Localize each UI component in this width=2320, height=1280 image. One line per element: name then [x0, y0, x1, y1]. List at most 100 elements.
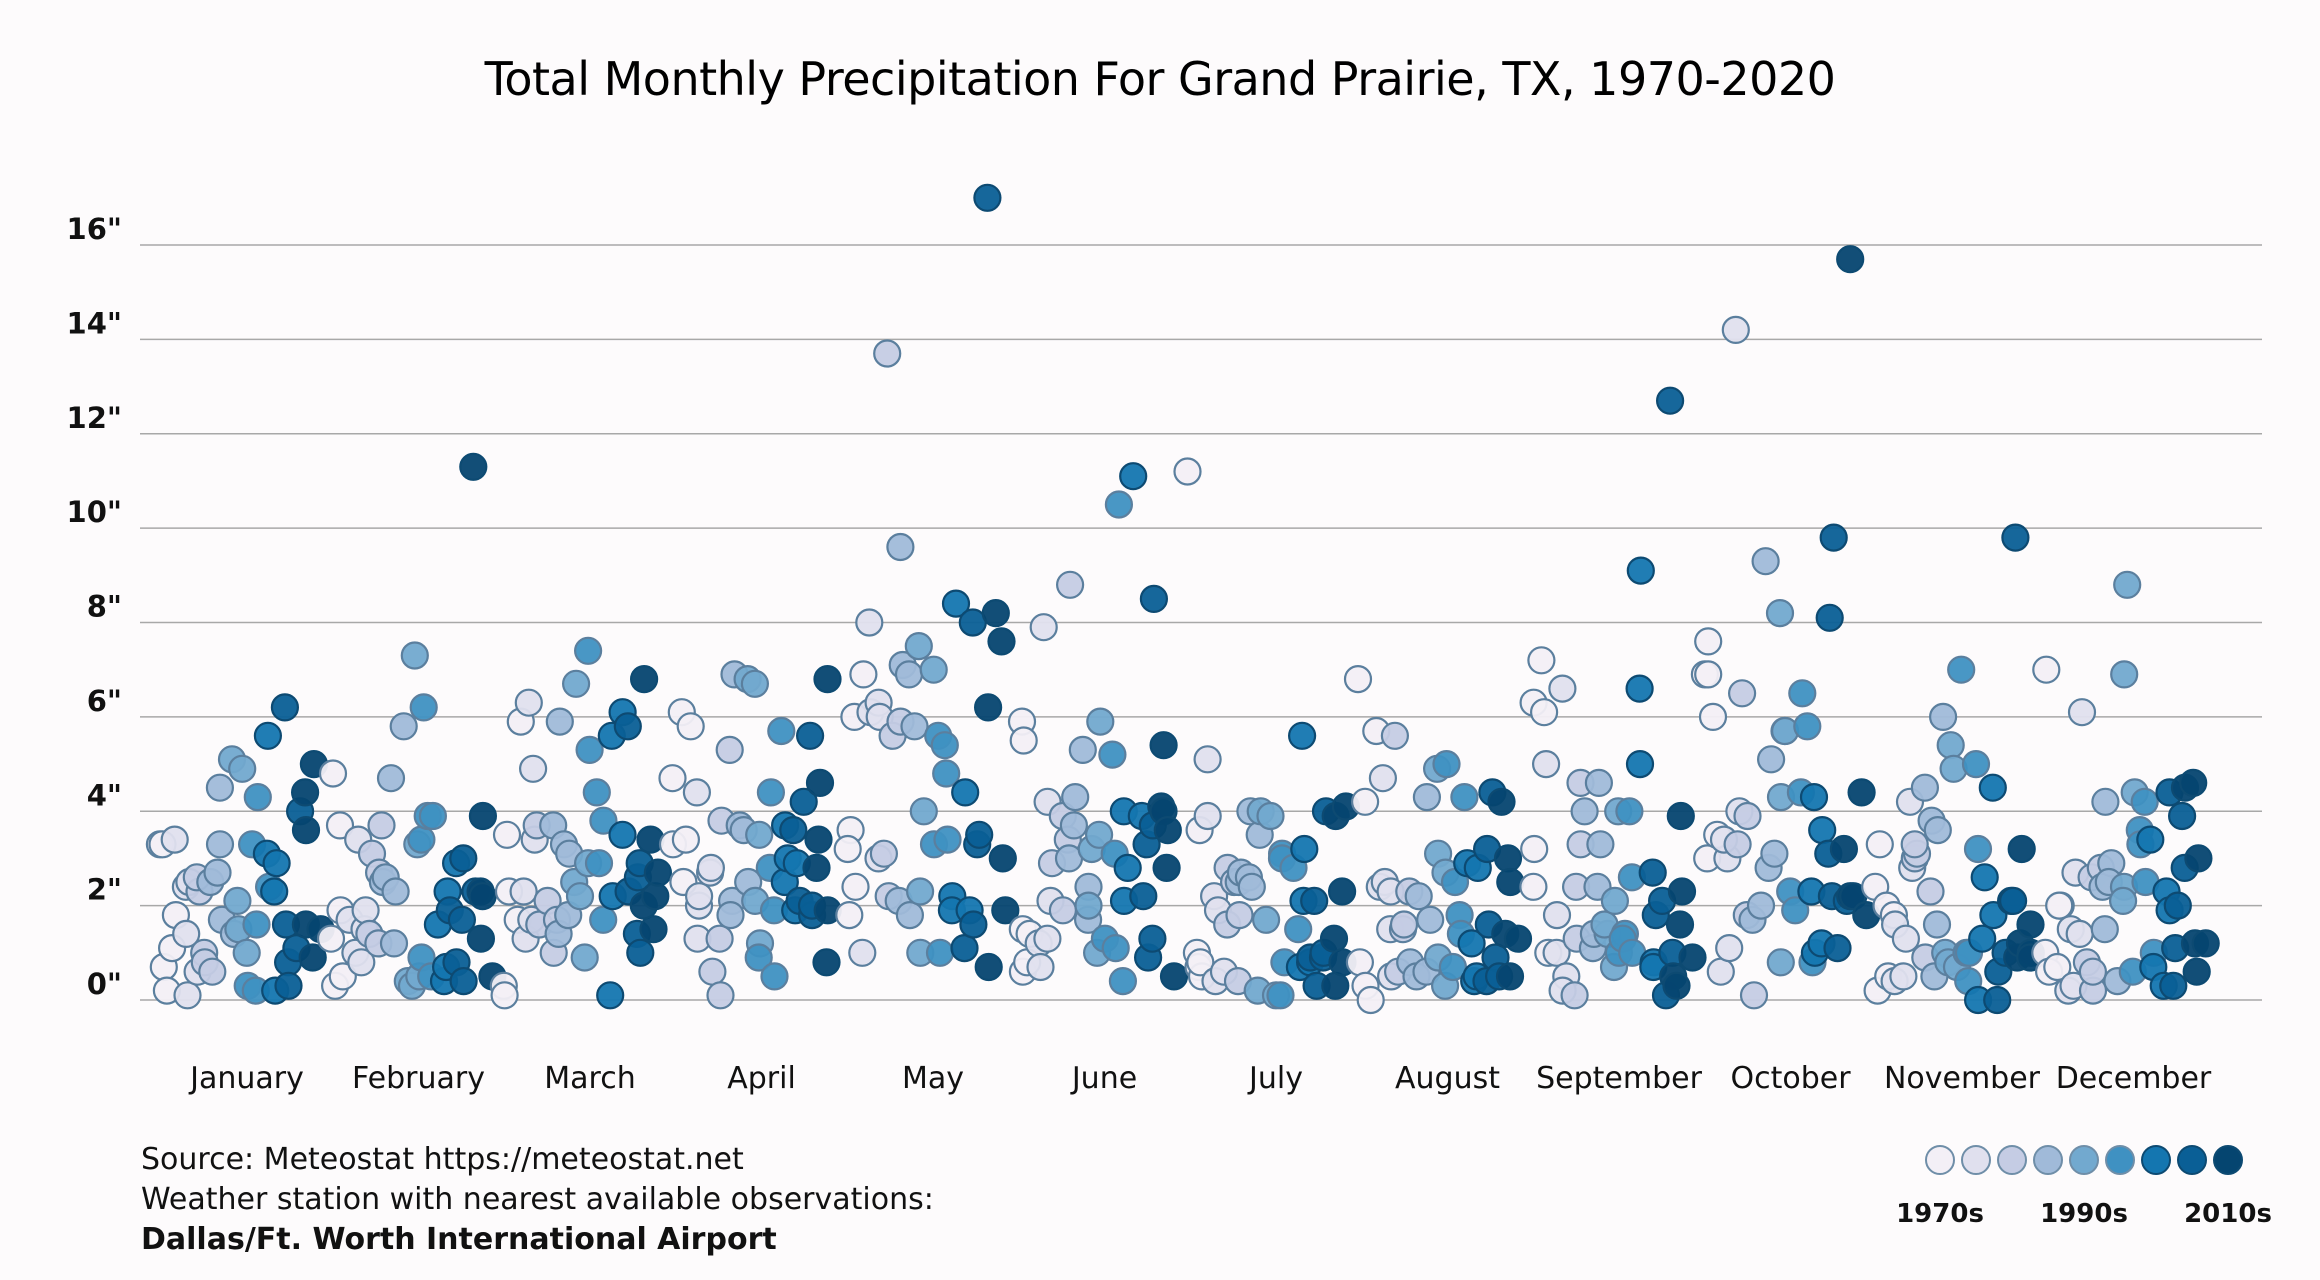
data-point	[1531, 749, 1561, 779]
data-point	[1496, 867, 1525, 897]
data-point	[514, 688, 543, 717]
data-point	[589, 905, 618, 934]
data-point	[2001, 523, 2030, 552]
data-point	[805, 768, 835, 798]
y-tick-label: 2"	[87, 873, 122, 907]
y-tick-label: 14"	[67, 306, 122, 340]
data-point	[1404, 882, 1433, 911]
data-point	[1829, 834, 1859, 864]
data-point	[767, 716, 796, 746]
data-point	[930, 731, 959, 760]
data-point	[613, 712, 642, 741]
data-point	[2182, 957, 2211, 986]
data-point	[1300, 886, 1329, 916]
data-point	[745, 820, 774, 849]
data-point	[1416, 905, 1445, 934]
data-point	[905, 877, 935, 906]
data-point	[1586, 830, 1615, 859]
data-point	[1237, 872, 1266, 901]
data-point	[1009, 726, 1038, 755]
data-point	[1781, 896, 1810, 925]
data-point	[223, 886, 252, 916]
x-tick-label: September	[1536, 1061, 1702, 1096]
data-point	[389, 712, 418, 741]
data-point	[895, 900, 925, 930]
data-point	[1961, 749, 1991, 779]
data-point	[1101, 933, 1130, 963]
data-point	[1098, 740, 1127, 769]
data-point	[1138, 924, 1167, 953]
data-point	[243, 782, 272, 812]
data-point	[449, 844, 478, 873]
legend-swatch	[1997, 1145, 2027, 1175]
data-point	[1715, 933, 1744, 963]
data-point	[1865, 830, 1894, 859]
legend-swatch	[2105, 1145, 2135, 1175]
data-point	[636, 825, 665, 854]
data-point	[447, 905, 476, 934]
data-point	[1815, 603, 1844, 632]
data-point	[466, 924, 495, 953]
data-point	[869, 839, 899, 868]
data-point	[1625, 674, 1654, 703]
legend-swatch	[1925, 1145, 1955, 1175]
data-point	[643, 858, 673, 887]
data-point	[812, 948, 841, 977]
legend-swatch	[2141, 1145, 2171, 1175]
x-tick-label: March	[544, 1061, 635, 1096]
data-point	[835, 900, 864, 930]
data-point	[1055, 570, 1085, 599]
x-tick-label: July	[1247, 1061, 1303, 1096]
data-point	[965, 820, 994, 849]
data-point	[1495, 962, 1525, 991]
data-point	[1129, 882, 1158, 911]
x-tick-label: December	[2056, 1061, 2212, 1096]
data-point	[2007, 834, 2036, 864]
data-point	[232, 938, 261, 967]
data-point	[1963, 834, 1993, 864]
data-point	[1721, 315, 1750, 344]
data-point	[2065, 919, 2094, 949]
data-point	[1284, 915, 1313, 944]
y-axis-tick-labels: 0" 2" 4" 6" 8" 10" 12" 14" 16"	[67, 212, 122, 1001]
data-point	[205, 830, 235, 859]
data-point	[629, 664, 659, 694]
data-point	[1033, 924, 1062, 953]
data-point	[1751, 547, 1780, 576]
data-point	[1048, 896, 1078, 925]
data-point	[1084, 820, 1114, 849]
data-point	[740, 669, 770, 698]
data-point	[1548, 674, 1577, 703]
data-point	[490, 981, 519, 1010]
x-axis-tick-labels: January February March April May June July Augu…	[188, 1061, 2212, 1096]
data-point	[1706, 957, 1735, 986]
x-tick-label: February	[352, 1061, 485, 1096]
data-point	[1836, 245, 1865, 274]
data-point	[492, 820, 522, 849]
data-point	[1153, 815, 1182, 845]
data-point	[658, 764, 687, 793]
data-point	[570, 943, 599, 972]
data-point	[900, 712, 929, 741]
data-point	[1327, 877, 1357, 906]
data-point	[1615, 797, 1644, 826]
legend-swatch	[2213, 1145, 2243, 1175]
data-point	[1520, 834, 1549, 864]
data-point	[228, 754, 257, 783]
data-point	[1193, 745, 1222, 774]
data-point	[1412, 782, 1442, 812]
data-point	[1074, 891, 1103, 920]
data-point	[1560, 981, 1589, 1010]
data-point	[813, 664, 842, 694]
data-point	[1251, 905, 1281, 934]
data-point	[2184, 844, 2213, 873]
data-point	[1891, 924, 1921, 953]
legend-label: 1970s	[1896, 1199, 1984, 1229]
data-point	[696, 853, 726, 883]
data-point	[1910, 773, 1940, 802]
data-point	[509, 877, 538, 906]
data-point	[1225, 900, 1254, 930]
data-point	[959, 910, 988, 939]
data-point	[705, 924, 734, 953]
